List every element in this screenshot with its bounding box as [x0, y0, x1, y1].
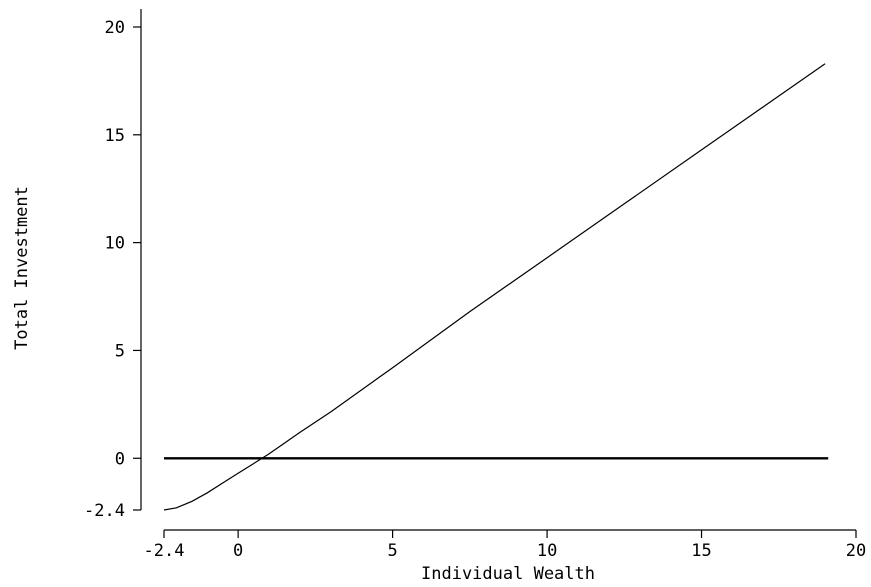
x-tick-label: 5 [387, 541, 397, 561]
x-tick-label: 20 [846, 541, 866, 561]
y-ticks: -2.4 0 5 10 15 20 [84, 18, 141, 521]
y-tick-label: -2.4 [84, 501, 125, 521]
y-tick-label: 15 [105, 126, 125, 146]
y-tick-label: 0 [115, 449, 125, 469]
x-tick-label: 10 [537, 541, 557, 561]
x-tick-label: -2.4 [144, 541, 185, 561]
y-tick-label: 5 [115, 341, 125, 361]
y-axis: -2.4 0 5 10 15 20 [84, 9, 142, 521]
x-tick-label: 0 [233, 541, 243, 561]
x-axis: -2.4 0 5 10 15 20 [144, 529, 866, 561]
y-axis-title: Total Investment [12, 186, 32, 350]
y-tick-label: 20 [105, 18, 125, 38]
x-axis-title: Individual Wealth [421, 564, 595, 584]
plot-area [163, 63, 829, 511]
investment-curve [163, 63, 826, 511]
x-ticks: -2.4 0 5 10 15 20 [144, 530, 866, 561]
x-tick-label: 15 [691, 541, 711, 561]
y-tick-label: 10 [105, 234, 125, 254]
